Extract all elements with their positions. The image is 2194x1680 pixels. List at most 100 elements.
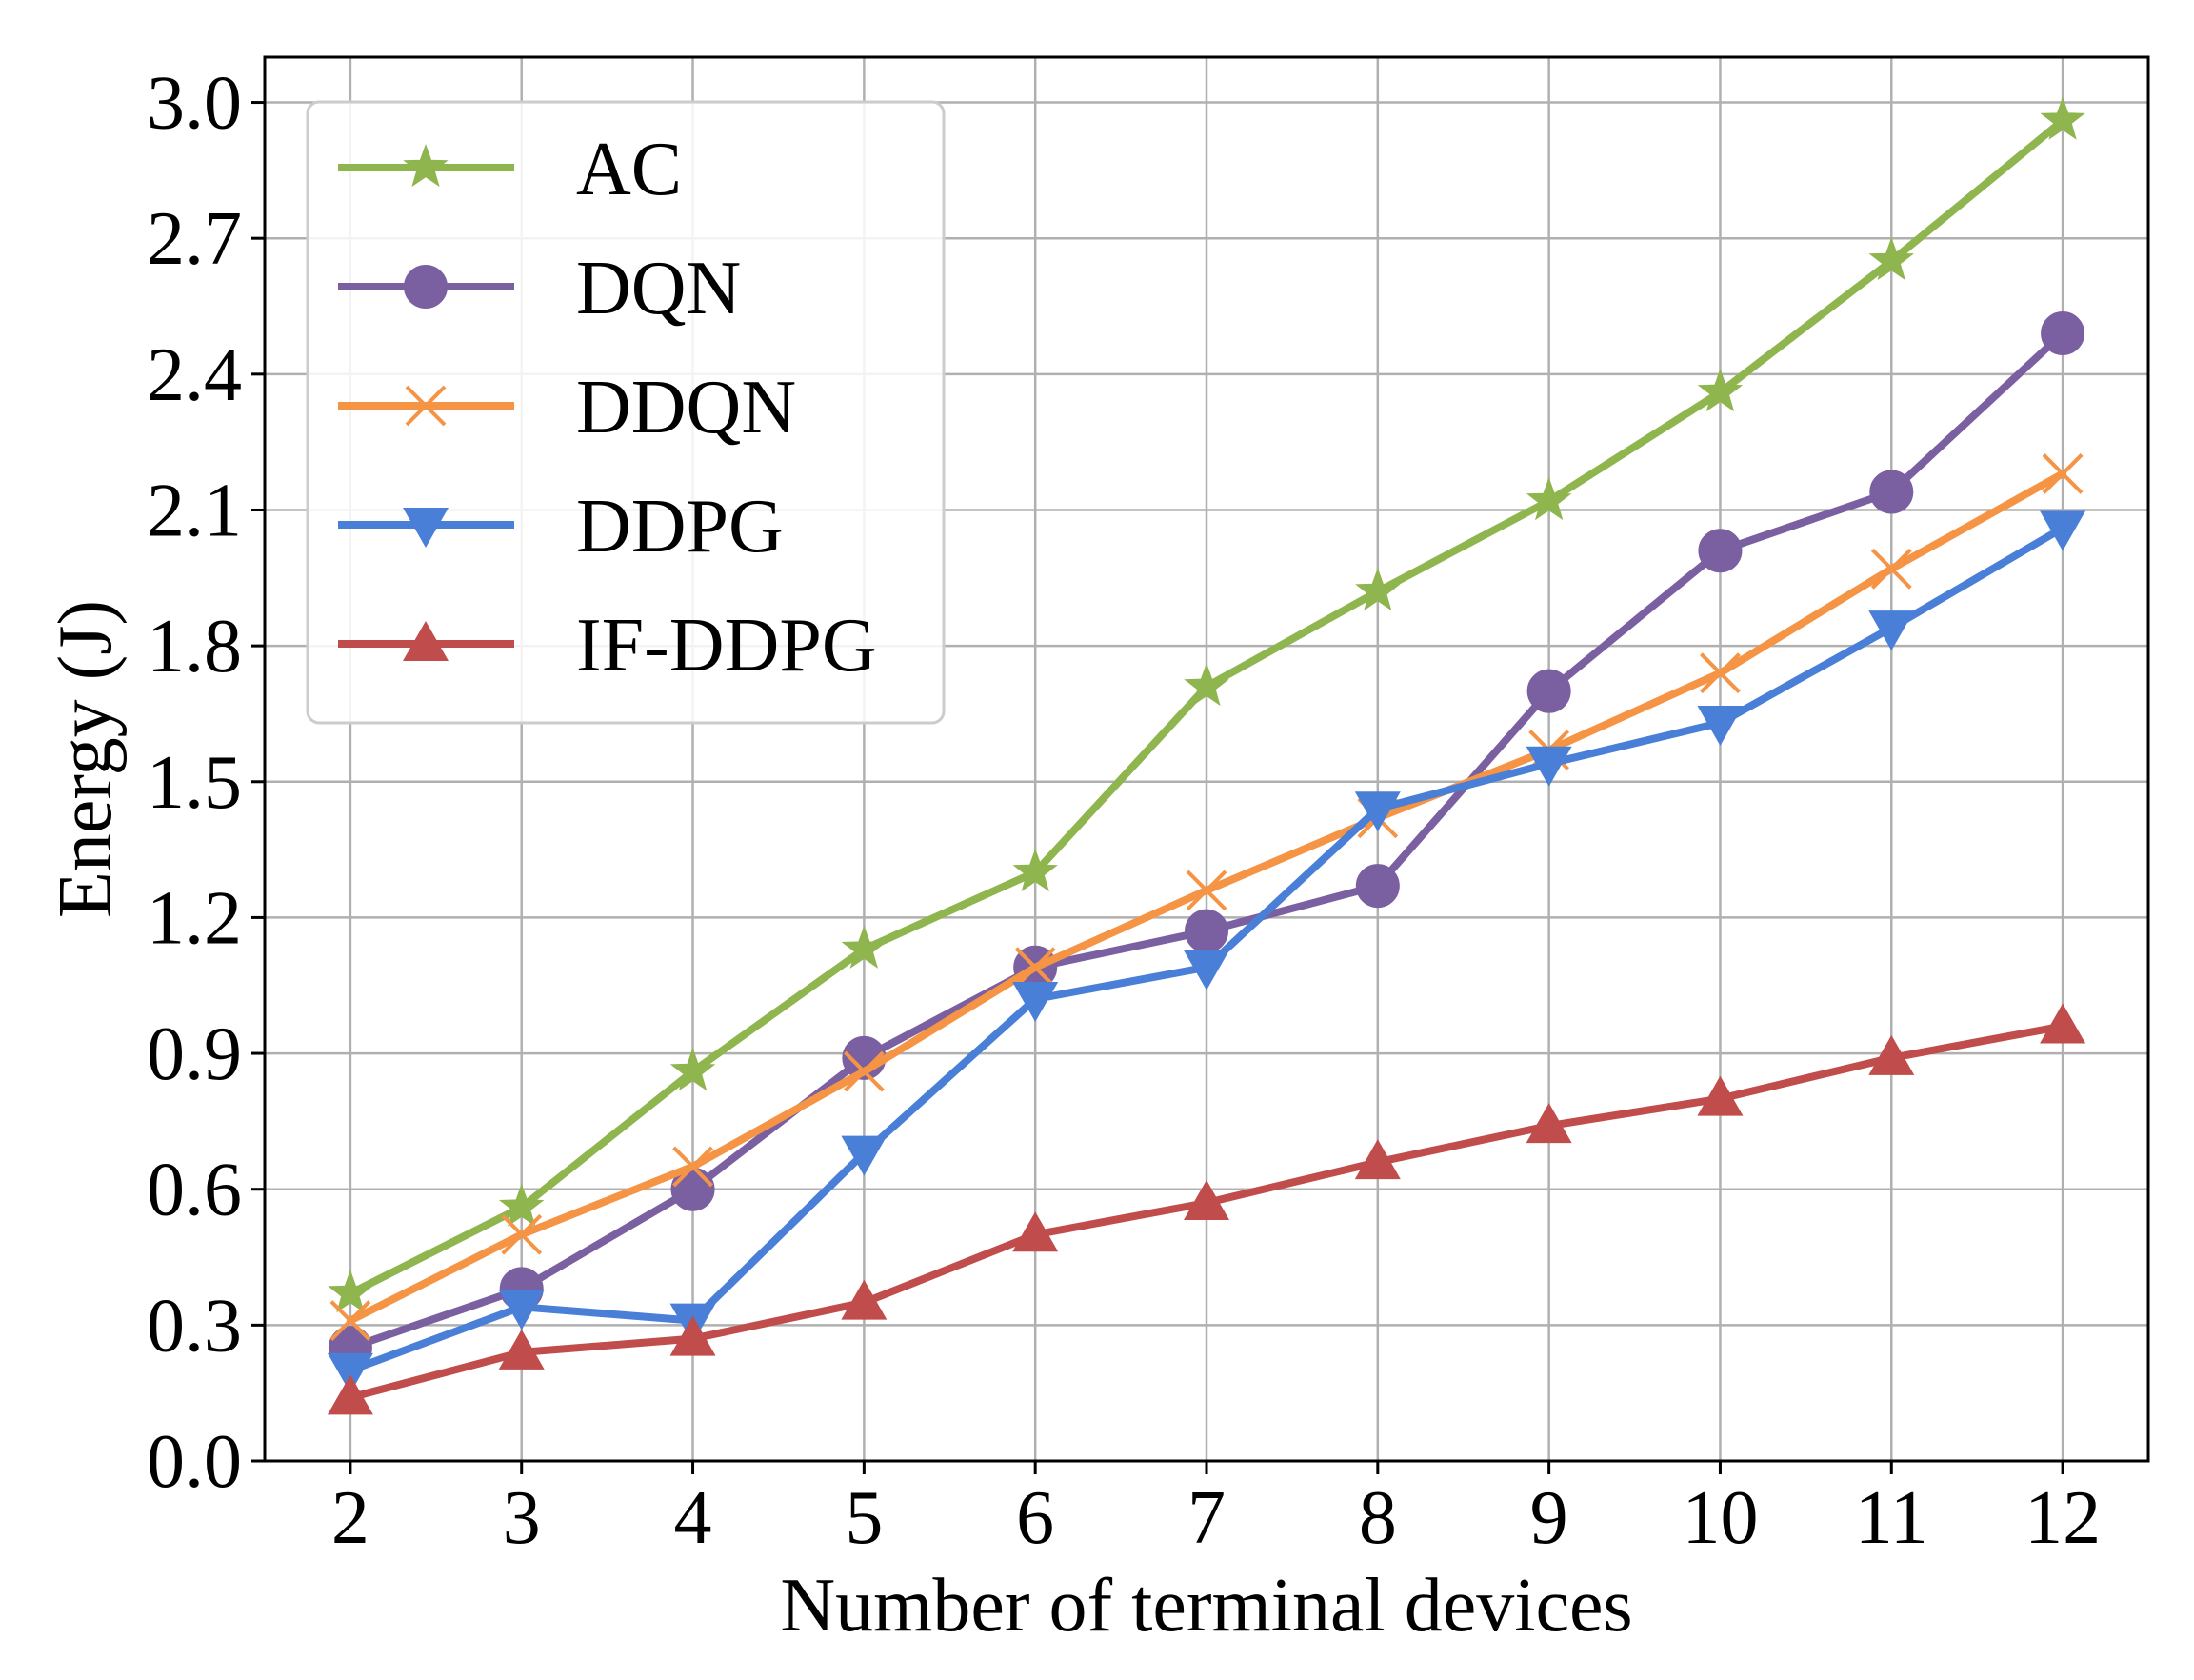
x-tick-label: 12 (2024, 1476, 2101, 1560)
y-tick-label: 3.0 (147, 62, 242, 146)
series-dqn (328, 311, 2085, 1370)
data-point-ddpg (841, 1135, 888, 1176)
legend-label-if-ddpg: IF-DDPG (576, 604, 877, 688)
y-tick-label: 2.7 (147, 197, 242, 281)
legend-entry-if-ddpg: IF-DDPG (338, 604, 877, 688)
x-tick-label: 5 (845, 1476, 883, 1560)
data-point-ddqn-stroke (501, 1213, 543, 1255)
data-point-if-ddpg (327, 1374, 373, 1415)
data-point-ac (1868, 237, 1915, 281)
data-point-ddqn (2042, 453, 2084, 494)
data-point-ddqn-stroke (672, 1146, 713, 1188)
x-tick-label: 3 (503, 1476, 541, 1560)
data-point-ddqn (1870, 548, 1912, 590)
legend-marker-if-ddpg (403, 621, 449, 661)
data-point-dqn (2041, 311, 2085, 356)
data-point-ac (498, 1183, 545, 1227)
data-point-ddqn-stroke (2042, 453, 2084, 494)
data-point-dqn (1869, 470, 1914, 514)
data-point-ddpg (327, 1352, 373, 1393)
y-tick-label: 1.8 (147, 605, 242, 689)
x-tick-label: 6 (1016, 1476, 1054, 1560)
data-point-if-ddpg (669, 1315, 716, 1356)
data-point-if-ddpg (841, 1279, 888, 1320)
legend-entry-ddqn: DDQN (338, 366, 796, 450)
data-point-if-ddpg (1354, 1139, 1401, 1180)
data-point-if-ddpg (1184, 1179, 1229, 1220)
data-point-ac (841, 925, 888, 969)
x-tick-label: 10 (1682, 1476, 1758, 1560)
legend-marker-ac (403, 144, 449, 188)
data-point-ddqn-stroke (1186, 870, 1227, 911)
legend-label-ddpg: DDPG (576, 485, 784, 569)
data-point-ddpg (1697, 705, 1744, 746)
data-point-ac (2040, 96, 2085, 140)
data-point-if-ddpg (1012, 1211, 1059, 1252)
data-point-ddpg (2040, 510, 2086, 551)
data-point-if-ddpg (1697, 1075, 1744, 1116)
data-point-if-ddpg (498, 1329, 545, 1370)
y-tick-label: 0.9 (147, 1012, 242, 1096)
x-tick-label: 7 (1187, 1476, 1226, 1560)
x-tick-label: 4 (674, 1476, 712, 1560)
data-point-dqn (1355, 864, 1400, 909)
data-point-ddqn (1014, 947, 1056, 989)
series-layer (327, 96, 2086, 1415)
data-point-ddqn (1186, 870, 1227, 911)
data-point-ddqn-stroke (1870, 548, 1912, 590)
x-tick-label: 9 (1530, 1476, 1568, 1560)
y-tick-label: 0.6 (147, 1149, 242, 1232)
data-point-ddqn-stroke (843, 1050, 885, 1092)
legend-entry-dqn: DQN (338, 247, 741, 330)
data-point-if-ddpg (1868, 1034, 1915, 1075)
x-tick-label: 2 (331, 1476, 369, 1560)
legend-label-ddqn: DDQN (576, 366, 796, 450)
legend-box (306, 100, 946, 725)
data-point-ddpg (1354, 791, 1401, 832)
data-point-ddqn-stroke (1014, 947, 1056, 989)
data-point-ddpg (1868, 610, 1915, 651)
data-point-ddqn (501, 1213, 543, 1255)
data-point-ac (1526, 477, 1572, 521)
data-point-ddpg (1012, 982, 1059, 1023)
data-point-ddpg (1526, 746, 1572, 787)
data-point-ddpg (498, 1290, 545, 1330)
data-point-ddqn (843, 1050, 885, 1092)
legend-marker-ddqn (405, 385, 447, 427)
legend-marker-dqn (404, 265, 448, 309)
y-tick-label: 2.4 (147, 333, 242, 417)
data-point-dqn (1526, 669, 1571, 713)
x-tick-label: 8 (1359, 1476, 1397, 1560)
legend-label-dqn: DQN (576, 247, 741, 330)
series-ddpg (327, 510, 2086, 1393)
legend-entry-ac: AC (338, 128, 682, 211)
data-point-ac (1012, 848, 1058, 892)
x-tick-label: 11 (1855, 1476, 1928, 1560)
data-point-ddqn (329, 1300, 371, 1342)
series-ac (328, 96, 2085, 1313)
y-tick-label: 1.5 (147, 741, 242, 825)
data-point-if-ddpg (2040, 1003, 2086, 1044)
legend: AC DQN DDQN DDPG IF-DDPG (306, 100, 946, 725)
y-tick-label: 2.1 (147, 469, 242, 552)
axis-ticks: 2 3 4 5 6 7 8 9 10 11 12 0.0 0.3 0.6 0.9 1.2 1.5 1.8 2.1 2.… (147, 62, 2101, 1560)
data-point-dqn (1185, 909, 1228, 953)
data-point-ac (328, 1270, 373, 1313)
y-tick-label: 0.0 (147, 1420, 242, 1504)
data-point-dqn (1698, 529, 1743, 573)
y-tick-label: 1.2 (147, 876, 242, 960)
series-if-ddpg (327, 1003, 2086, 1415)
y-tick-label: 0.3 (147, 1284, 242, 1368)
x-axis-title: Number of terminal devices (780, 1564, 1632, 1648)
data-point-ddqn-stroke (329, 1300, 371, 1342)
y-axis-title: Energy (J) (44, 600, 128, 918)
legend-entry-ddpg: DDPG (338, 485, 784, 569)
data-point-ddqn (1700, 652, 1741, 694)
data-point-ddpg (1184, 950, 1229, 990)
data-point-ddqn (672, 1146, 713, 1188)
legend-label-ac: AC (576, 128, 682, 211)
data-point-ac (1697, 368, 1744, 412)
data-point-ac (1355, 568, 1401, 611)
